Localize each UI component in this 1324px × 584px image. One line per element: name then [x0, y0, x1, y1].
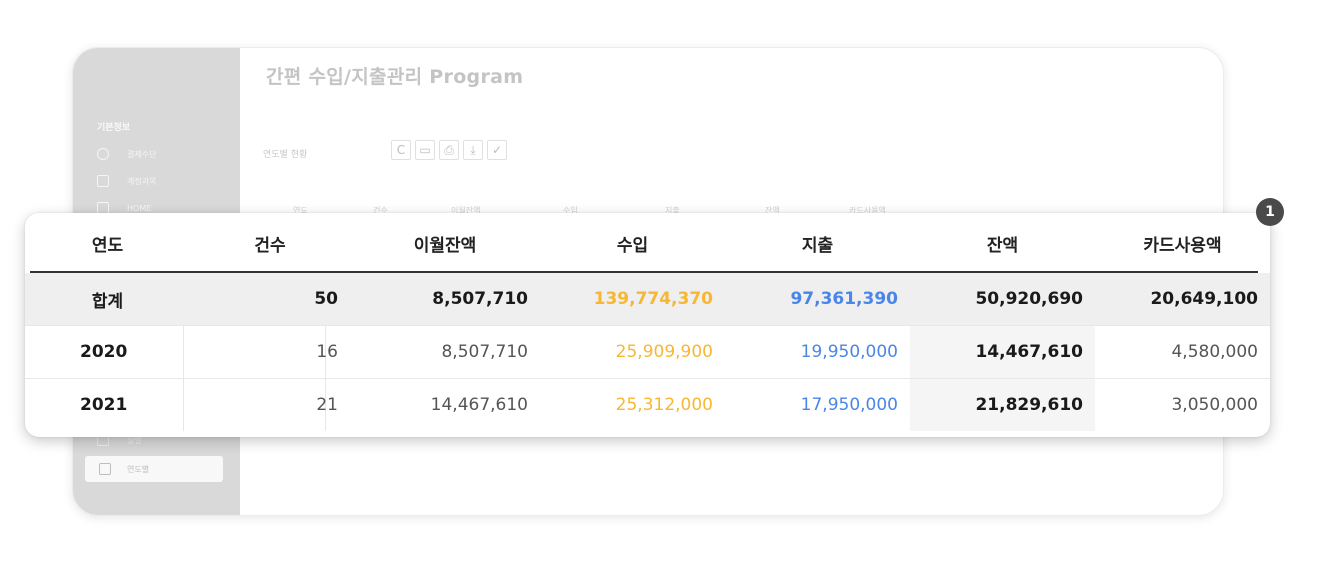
total-label: 합계	[91, 291, 124, 312]
table-row: 2020 16 8,507,710 25,909,900 19,950,000 …	[25, 326, 1270, 378]
sidebar-item-label: HOME	[127, 203, 152, 213]
sidebar-item-payment[interactable]: 결제수단	[97, 148, 156, 160]
document-icon	[97, 175, 109, 187]
table-row: 2021 21 14,467,610 25,312,000 17,950,000…	[25, 379, 1270, 431]
bg-header-card: 카드사용액	[849, 206, 886, 215]
sidebar-item-label: 계정과목	[127, 176, 157, 186]
total-card: 20,649,100	[1150, 289, 1258, 309]
download-icon: ⤓	[470, 142, 476, 157]
column-divider	[183, 326, 184, 378]
table-header: 연도 건수 이월잔액 수입 지출 잔액 카드사용액	[25, 213, 1270, 273]
page-title: 간편 수입/지출관리 Program	[266, 66, 524, 88]
print-button[interactable]: ⎙	[439, 140, 459, 160]
sidebar-item-yearly[interactable]: 연도별	[85, 456, 223, 482]
header-divider	[30, 271, 1258, 273]
row-year: 2021	[80, 395, 128, 415]
balance-column-shade	[910, 379, 1095, 431]
row-income: 25,909,900	[615, 342, 713, 362]
row-carryover: 14,467,610	[430, 395, 528, 415]
print-icon: ⎙	[444, 142, 454, 157]
header-card: 카드사용액	[1143, 235, 1222, 256]
balance-column-shade	[910, 326, 1095, 378]
header-year: 연도	[91, 235, 124, 256]
check-icon: ✓	[491, 143, 503, 157]
step-badge: 1	[1256, 198, 1284, 226]
bg-header-year: 연도	[293, 206, 308, 215]
row-divider	[25, 325, 1270, 326]
sidebar-item-label: 결제수단	[127, 149, 157, 159]
row-count: 21	[316, 395, 338, 415]
row-card: 4,580,000	[1171, 342, 1258, 362]
total-balance: 50,920,690	[975, 289, 1083, 309]
header-carryover: 이월잔액	[413, 235, 477, 256]
yearly-summary-table: 연도 건수 이월잔액 수입 지출 잔액 카드사용액 합계 50 8,507,71…	[25, 213, 1270, 437]
row-count: 16	[316, 342, 338, 362]
column-divider	[325, 379, 326, 431]
total-income: 139,774,370	[593, 289, 713, 309]
bg-header-carryover: 이월잔액	[451, 206, 481, 215]
monitor-button[interactable]: ▭	[415, 140, 435, 160]
refresh-icon: C	[396, 143, 406, 157]
bg-header-balance: 잔액	[765, 206, 780, 215]
row-carryover: 8,507,710	[441, 342, 528, 362]
total-carryover: 8,507,710	[432, 289, 528, 309]
sidebar-item-accounts[interactable]: 계정과목	[97, 175, 156, 187]
toolbar: C ▭ ⎙ ⤓ ✓	[391, 140, 507, 160]
header-balance: 잔액	[986, 235, 1019, 256]
bg-header-count: 건수	[373, 206, 388, 215]
monitor-icon: ▭	[419, 143, 431, 157]
sidebar-item-label: 월별	[127, 435, 142, 445]
bg-header-income: 수입	[563, 206, 578, 215]
row-year: 2020	[80, 342, 128, 362]
section-label: 연도별 현황	[263, 150, 308, 160]
table-row-total: 합계 50 8,507,710 139,774,370 97,361,390 5…	[25, 273, 1270, 325]
row-balance: 21,829,610	[975, 395, 1083, 415]
wallet-icon	[97, 148, 109, 160]
row-balance: 14,467,610	[975, 342, 1083, 362]
header-count: 건수	[254, 235, 286, 256]
header-income: 수입	[616, 235, 649, 256]
row-income: 25,312,000	[615, 395, 713, 415]
sidebar-section-label: 기본정보	[97, 123, 131, 133]
bg-header-expense: 지출	[665, 206, 680, 215]
row-expense: 19,950,000	[800, 342, 898, 362]
download-button[interactable]: ⤓	[463, 140, 483, 160]
calendar-icon	[99, 463, 111, 475]
total-expense: 97,361,390	[790, 289, 898, 309]
row-card: 3,050,000	[1171, 395, 1258, 415]
total-count: 50	[314, 289, 338, 309]
row-divider	[25, 378, 1270, 379]
column-divider	[325, 326, 326, 378]
sidebar-item-label: 연도별	[127, 464, 150, 474]
column-divider	[183, 379, 184, 431]
row-expense: 17,950,000	[800, 395, 898, 415]
confirm-button[interactable]: ✓	[487, 140, 507, 160]
header-expense: 지출	[801, 235, 834, 256]
refresh-button[interactable]: C	[391, 140, 411, 160]
